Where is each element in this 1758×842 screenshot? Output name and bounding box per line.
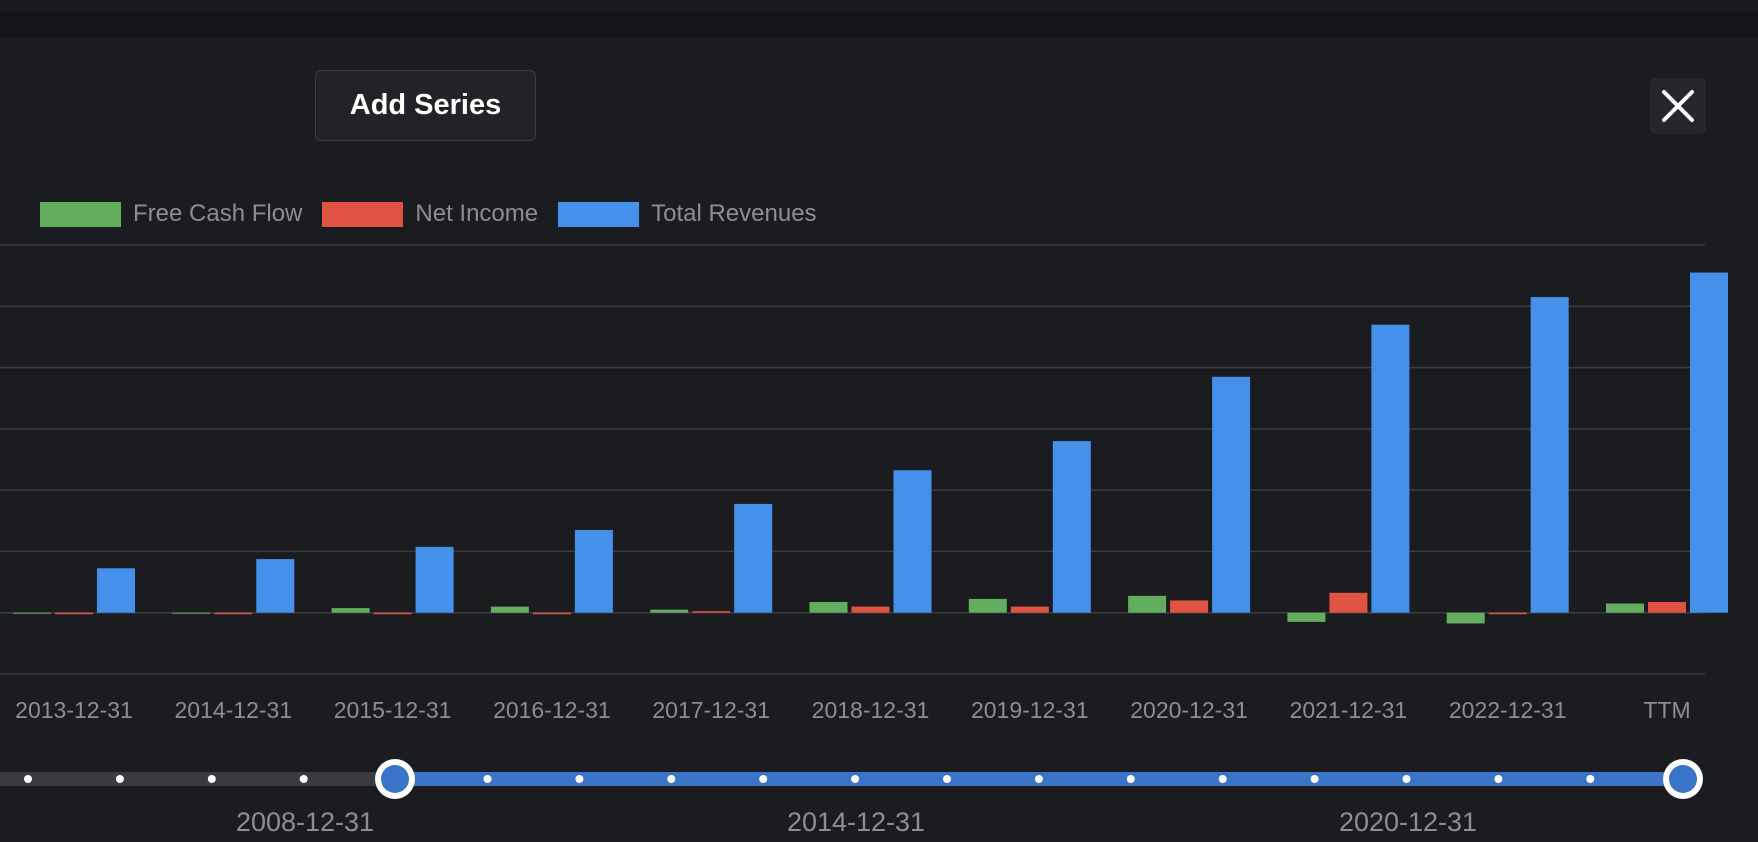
slider-axis-label: 2008-12-31 [236, 807, 374, 837]
slider-axis-label: 2020-12-31 [1339, 807, 1477, 837]
bar-free-cash-flow[interactable] [1287, 612, 1326, 622]
slider-tick-dot [1402, 775, 1411, 783]
bar-free-cash-flow[interactable] [650, 609, 689, 613]
bar-net-income[interactable] [1488, 612, 1527, 615]
legend-label-net-income: Net Income [415, 200, 539, 227]
x-tick-label: 2015-12-31 [334, 697, 452, 723]
bar-free-cash-flow[interactable] [1446, 612, 1485, 624]
slider-tick-dot [115, 775, 124, 783]
bar-total-revenues[interactable] [1052, 441, 1091, 613]
legend-label-total-revenues: Total Revenues [651, 200, 817, 227]
chart-bars [13, 272, 1728, 624]
bar-free-cash-flow[interactable] [1606, 603, 1644, 613]
legend-item-total-revenues[interactable]: Total Revenues [558, 200, 817, 228]
bar-total-revenues[interactable] [1212, 376, 1251, 613]
slider-handle-core [1669, 765, 1697, 793]
bar-net-income[interactable] [1329, 592, 1368, 613]
top-band [0, 12, 1758, 37]
slider-tick-dot [1126, 775, 1135, 783]
x-tick-label: 2016-12-31 [493, 697, 611, 723]
bar-net-income[interactable] [214, 612, 253, 615]
slider-tick-dot [851, 775, 860, 783]
add-series-button[interactable]: Add Series [315, 70, 536, 141]
slider-tick-dot [299, 775, 308, 783]
x-axis-tick-labels: 2013-12-31 2014-12-31 2015-12-31 2016-12-31… [15, 697, 1690, 723]
bar-total-revenues[interactable] [1530, 297, 1569, 613]
bar-total-revenues[interactable] [256, 559, 295, 613]
bar-total-revenues[interactable] [574, 529, 613, 613]
top-bar [0, 0, 1758, 12]
bar-total-revenues[interactable] [97, 568, 135, 613]
bar-net-income[interactable] [1010, 606, 1049, 613]
slider-tick-dot [483, 775, 492, 783]
bar-net-income[interactable] [373, 612, 412, 615]
legend-label-free-cash-flow: Free Cash Flow [133, 200, 303, 227]
bar-free-cash-flow[interactable] [968, 598, 1007, 613]
bar-free-cash-flow[interactable] [172, 612, 211, 614]
slider-tick-dot [1310, 775, 1319, 783]
bar-total-revenues[interactable] [415, 546, 454, 613]
bar-total-revenues[interactable] [893, 470, 932, 613]
x-tick-label: 2013-12-31 [15, 697, 133, 723]
slider-track-inactive [0, 772, 400, 786]
bar-total-revenues[interactable] [1690, 272, 1728, 613]
x-tick-label: 2019-12-31 [971, 697, 1089, 723]
slider-tick-dot [1494, 775, 1503, 783]
legend-swatch-free-cash-flow [40, 201, 121, 227]
bar-net-income[interactable] [55, 612, 93, 615]
chart-legend: Free Cash Flow Net Income Total Revenues [40, 200, 837, 228]
legend-item-free-cash-flow[interactable]: Free Cash Flow [40, 200, 302, 228]
slider-handle-core [381, 765, 409, 793]
bar-net-income[interactable] [1648, 601, 1686, 613]
bar-free-cash-flow[interactable] [331, 608, 370, 613]
x-tick-label: 2017-12-31 [652, 697, 770, 723]
bar-net-income[interactable] [851, 606, 890, 613]
range-slider[interactable]: 2008-12-31 2014-12-31 2020-12-31 [0, 759, 1703, 837]
bar-total-revenues[interactable] [734, 503, 773, 613]
slider-tick-dot [24, 775, 32, 783]
slider-tick-dot [667, 775, 676, 783]
legend-swatch-total-revenues [558, 201, 640, 227]
bar-total-revenues[interactable] [1371, 324, 1410, 613]
bar-free-cash-flow[interactable] [1128, 595, 1167, 613]
x-tick-label: 2020-12-31 [1130, 697, 1248, 723]
legend-swatch-net-income [322, 201, 404, 227]
slider-tick-dot [575, 775, 584, 783]
slider-tick-dot [759, 775, 768, 783]
bar-net-income[interactable] [692, 611, 731, 613]
bar-net-income[interactable] [532, 612, 571, 615]
slider-tick-dot [1586, 775, 1595, 783]
slider-tick-dot [943, 775, 951, 783]
x-tick-label: 2021-12-31 [1290, 697, 1408, 723]
close-icon [1662, 90, 1694, 122]
slider-tick-dot [207, 775, 216, 783]
bar-free-cash-flow[interactable] [809, 601, 848, 613]
bar-net-income[interactable] [1170, 600, 1209, 613]
x-tick-label: 2018-12-31 [812, 697, 930, 723]
slider-axis-label: 2014-12-31 [787, 807, 925, 837]
x-tick-label: 2022-12-31 [1449, 697, 1567, 723]
x-tick-label: 2014-12-31 [174, 697, 292, 723]
x-tick-label: TTM [1643, 697, 1690, 723]
slider-tick-dot [1034, 775, 1043, 783]
bar-free-cash-flow[interactable] [13, 612, 51, 614]
close-button[interactable] [1650, 78, 1706, 134]
legend-item-net-income[interactable]: Net Income [322, 200, 538, 228]
bar-free-cash-flow[interactable] [490, 606, 529, 613]
slider-tick-dot [1218, 775, 1227, 783]
